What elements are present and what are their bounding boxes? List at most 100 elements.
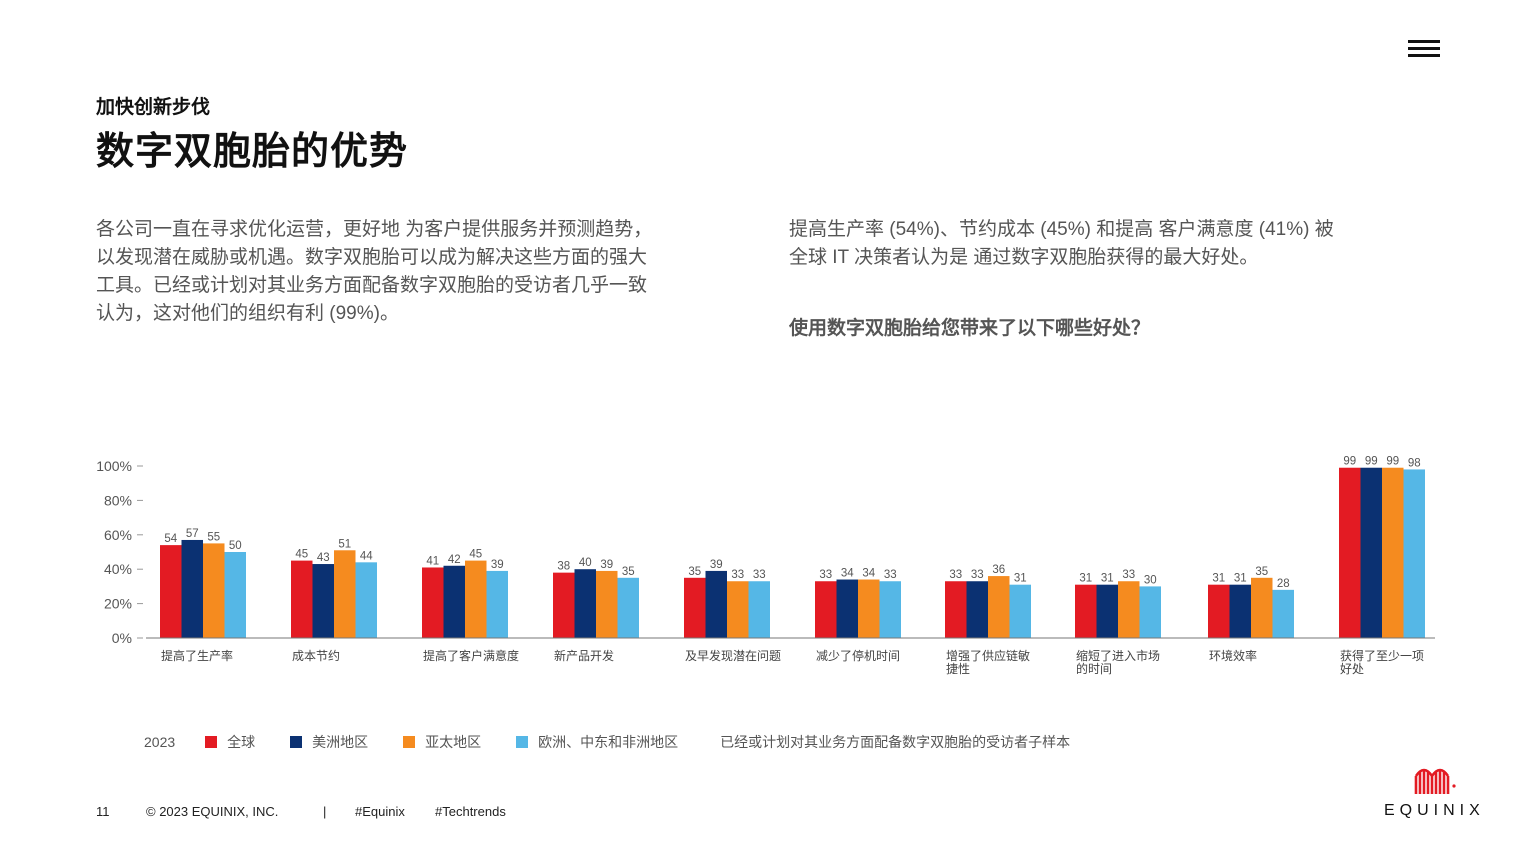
- legend-note: 已经或计划对其业务方面配备数字双胞胎的受访者子样本: [720, 734, 1071, 750]
- page-number: 11: [96, 804, 110, 819]
- hashtag-techtrends[interactable]: #Techtrends: [435, 804, 506, 819]
- data-label: 99: [1365, 456, 1378, 468]
- data-label: 41: [426, 555, 439, 567]
- bar: [727, 581, 749, 638]
- bar: [224, 552, 246, 638]
- data-label: 33: [819, 569, 832, 581]
- data-label: 31: [1079, 573, 1092, 585]
- data-label: 35: [1255, 566, 1268, 578]
- legend-item-americas: 美洲地区: [290, 732, 368, 752]
- bar: [748, 581, 770, 638]
- data-label: 99: [1386, 456, 1399, 468]
- data-label: 43: [317, 552, 330, 564]
- x-category-label: 增强了供应链敏: [946, 648, 1030, 663]
- y-tick-label: 100%: [96, 458, 132, 474]
- y-tick-label: 80%: [104, 492, 132, 508]
- bar: [355, 562, 377, 638]
- x-category-label: 成本节约: [292, 648, 340, 663]
- x-category-label: 好处: [1340, 662, 1364, 676]
- bar: [1075, 584, 1097, 638]
- data-label: 33: [753, 569, 766, 581]
- bar: [553, 572, 575, 638]
- legend-swatch-apac: [403, 736, 416, 748]
- legend-item-emea: 欧洲、中东和非洲地区: [516, 732, 678, 752]
- data-label: 30: [1144, 574, 1157, 586]
- legend-item-global: 全球: [205, 732, 255, 752]
- data-label: 34: [841, 568, 854, 580]
- data-label: 33: [949, 569, 962, 581]
- bar: [203, 543, 225, 638]
- bar: [836, 579, 858, 638]
- data-label: 51: [338, 538, 351, 550]
- survey-question: 使用数字双胞胎给您带来了以下哪些好处？: [789, 318, 1151, 339]
- data-label: 42: [448, 554, 461, 566]
- data-label: 31: [1014, 573, 1027, 585]
- x-category-label: 捷性: [946, 662, 970, 676]
- legend-swatch-emea: [516, 736, 529, 748]
- copyright: © 2023 EQUINIX, INC.: [146, 804, 279, 819]
- data-label: 31: [1101, 573, 1114, 585]
- bar: [1403, 469, 1425, 638]
- x-category-label: 获得了至少一项: [1340, 648, 1424, 663]
- equinix-logo-text: EQUINIX: [1384, 802, 1485, 819]
- y-tick-label: 0%: [112, 630, 132, 646]
- data-label: 50: [229, 540, 242, 552]
- equinix-logo-icon: [1414, 768, 1456, 794]
- page-title: 数字双胞胎的优势: [96, 131, 409, 173]
- bar: [181, 539, 203, 638]
- intro-right-paragraph: 提高生产率 (54%)、节约成本 (45%) 和提高 客户满意度 (41%) 被…: [789, 219, 1334, 268]
- bar: [574, 569, 596, 638]
- bar: [1339, 467, 1361, 638]
- legend-label-americas: 美洲地区: [312, 734, 369, 750]
- bar: [486, 570, 508, 638]
- data-label: 33: [971, 569, 984, 581]
- data-label: 28: [1277, 578, 1290, 590]
- bar: [312, 564, 334, 638]
- bar: [858, 579, 880, 638]
- legend-label-emea: 欧洲、中东和非洲地区: [538, 734, 679, 750]
- legend-item-apac: 亚太地区: [403, 732, 481, 752]
- bar: [945, 581, 967, 638]
- data-label: 33: [731, 569, 744, 581]
- data-label: 44: [360, 550, 373, 562]
- bar: [1382, 467, 1404, 638]
- legend-label-global: 全球: [227, 734, 256, 750]
- chart-legend: 2023 全球 美洲地区 亚太地区 欧洲、中东和非洲地区 已经或计划对其业务方面…: [144, 732, 1070, 752]
- data-label: 31: [1234, 573, 1247, 585]
- hashtag-equinix[interactable]: #Equinix: [355, 804, 405, 819]
- data-label: 99: [1343, 456, 1356, 468]
- y-tick-label: 40%: [104, 561, 132, 577]
- y-tick-label: 20%: [104, 596, 132, 612]
- bar: [684, 577, 706, 638]
- bar: [1229, 584, 1251, 638]
- bar: [596, 570, 618, 638]
- equinix-logo: EQUINIX: [1384, 766, 1494, 822]
- section-subtitle: 加快创新步伐: [96, 97, 211, 118]
- bar: [1272, 589, 1294, 638]
- data-label: 39: [710, 559, 723, 571]
- intro-left-paragraph: 各公司一直在寻求优化运营，更好地 为客户提供服务并预测趋势，以发现潜在威胁或机遇…: [96, 219, 653, 324]
- bar: [160, 545, 182, 638]
- data-label: 39: [600, 559, 613, 571]
- bar: [705, 570, 727, 638]
- data-label: 33: [1122, 569, 1135, 581]
- data-label: 45: [295, 549, 308, 561]
- data-label: 54: [164, 533, 177, 545]
- bar: [617, 577, 639, 638]
- data-label: 98: [1408, 457, 1421, 469]
- data-label: 33: [884, 569, 897, 581]
- x-category-label: 减少了停机时间: [816, 648, 900, 663]
- legend-year: 2023: [144, 734, 176, 750]
- data-label: 38: [557, 561, 570, 573]
- data-label: 45: [469, 549, 482, 561]
- data-label: 39: [491, 559, 504, 571]
- bar: [1360, 467, 1382, 638]
- legend-swatch-global: [205, 736, 218, 748]
- x-category-label: 缩短了进入市场: [1076, 648, 1160, 663]
- bar: [815, 581, 837, 638]
- bar: [1208, 584, 1230, 638]
- bar: [1251, 577, 1273, 638]
- bar: [422, 567, 444, 638]
- hamburger-menu-icon[interactable]: [1408, 40, 1442, 58]
- x-category-label: 的时间: [1076, 661, 1112, 676]
